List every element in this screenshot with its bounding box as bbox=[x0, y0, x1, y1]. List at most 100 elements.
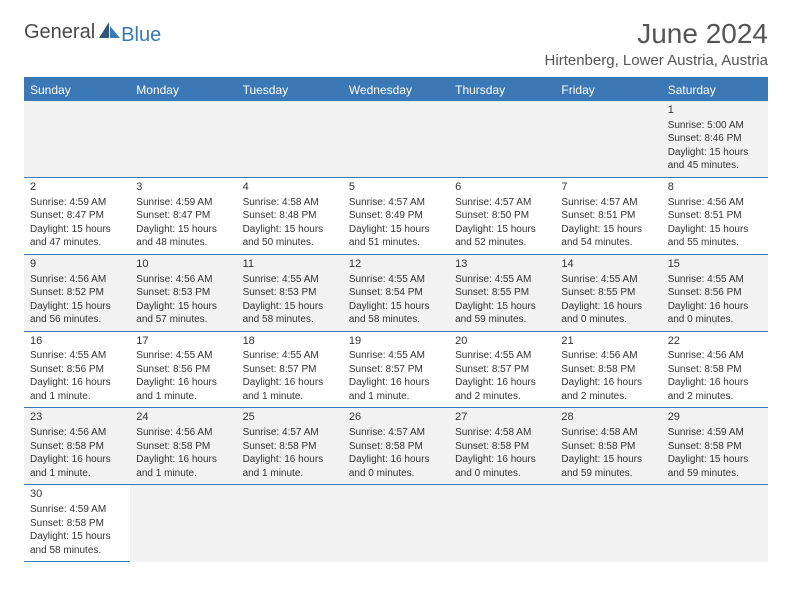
day-number: 1 bbox=[668, 103, 762, 118]
calendar-week-row: 23Sunrise: 4:56 AMSunset: 8:58 PMDayligh… bbox=[24, 408, 768, 485]
day-info-line: Sunset: 8:57 PM bbox=[349, 363, 443, 377]
calendar-day-cell: 14Sunrise: 4:55 AMSunset: 8:55 PMDayligh… bbox=[555, 254, 661, 331]
calendar-day-cell: 11Sunrise: 4:55 AMSunset: 8:53 PMDayligh… bbox=[237, 254, 343, 331]
day-info-line: Daylight: 15 hours and 51 minutes. bbox=[349, 223, 443, 250]
calendar-day-cell: 23Sunrise: 4:56 AMSunset: 8:58 PMDayligh… bbox=[24, 408, 130, 485]
day-info-line: Daylight: 15 hours and 56 minutes. bbox=[30, 300, 124, 327]
day-info-line: Daylight: 16 hours and 1 minute. bbox=[30, 453, 124, 480]
day-number: 19 bbox=[349, 334, 443, 349]
calendar-day-cell bbox=[449, 485, 555, 562]
day-header-row: Sunday Monday Tuesday Wednesday Thursday… bbox=[24, 78, 768, 101]
day-info-line: Daylight: 16 hours and 1 minute. bbox=[136, 453, 230, 480]
day-header: Saturday bbox=[662, 78, 768, 101]
day-info-line: Daylight: 16 hours and 0 minutes. bbox=[349, 453, 443, 480]
day-info-line: Sunset: 8:53 PM bbox=[136, 286, 230, 300]
day-info-line: Sunset: 8:58 PM bbox=[455, 440, 549, 454]
day-info-line: Sunrise: 4:55 AM bbox=[561, 273, 655, 287]
day-info-line: Daylight: 15 hours and 57 minutes. bbox=[136, 300, 230, 327]
day-info-line: Sunrise: 4:56 AM bbox=[136, 273, 230, 287]
day-info-line: Sunset: 8:57 PM bbox=[455, 363, 549, 377]
day-info-line: Daylight: 15 hours and 54 minutes. bbox=[561, 223, 655, 250]
calendar-day-cell bbox=[343, 485, 449, 562]
day-info-line: Sunrise: 4:57 AM bbox=[243, 426, 337, 440]
day-info-line: Sunrise: 4:59 AM bbox=[30, 503, 124, 517]
calendar-day-cell: 4Sunrise: 4:58 AMSunset: 8:48 PMDaylight… bbox=[237, 177, 343, 254]
day-info-line: Daylight: 15 hours and 52 minutes. bbox=[455, 223, 549, 250]
day-number: 17 bbox=[136, 334, 230, 349]
day-info-line: Sunset: 8:54 PM bbox=[349, 286, 443, 300]
day-info-line: Sunset: 8:58 PM bbox=[349, 440, 443, 454]
day-number: 28 bbox=[561, 410, 655, 425]
day-info-line: Sunrise: 4:55 AM bbox=[349, 349, 443, 363]
day-info-line: Sunset: 8:58 PM bbox=[668, 363, 762, 377]
day-info-line: Sunrise: 4:57 AM bbox=[561, 196, 655, 210]
day-header: Sunday bbox=[24, 78, 130, 101]
calendar-table: Sunday Monday Tuesday Wednesday Thursday… bbox=[24, 77, 768, 562]
day-info-line: Daylight: 15 hours and 50 minutes. bbox=[243, 223, 337, 250]
day-number: 22 bbox=[668, 334, 762, 349]
day-header: Wednesday bbox=[343, 78, 449, 101]
logo-text-general: General bbox=[24, 21, 95, 44]
day-info-line: Sunset: 8:51 PM bbox=[561, 209, 655, 223]
calendar-day-cell bbox=[237, 101, 343, 177]
day-number: 25 bbox=[243, 410, 337, 425]
calendar-day-cell: 27Sunrise: 4:58 AMSunset: 8:58 PMDayligh… bbox=[449, 408, 555, 485]
day-info-line: Sunset: 8:58 PM bbox=[243, 440, 337, 454]
day-info-line: Sunrise: 4:56 AM bbox=[30, 273, 124, 287]
day-info-line: Sunrise: 4:55 AM bbox=[349, 273, 443, 287]
day-info-line: Sunrise: 4:55 AM bbox=[668, 273, 762, 287]
calendar-day-cell bbox=[555, 485, 661, 562]
calendar-day-cell: 6Sunrise: 4:57 AMSunset: 8:50 PMDaylight… bbox=[449, 177, 555, 254]
day-info-line: Daylight: 15 hours and 47 minutes. bbox=[30, 223, 124, 250]
day-info-line: Sunrise: 4:56 AM bbox=[30, 426, 124, 440]
calendar-week-row: 1Sunrise: 5:00 AMSunset: 8:46 PMDaylight… bbox=[24, 101, 768, 177]
month-year: June 2024 bbox=[545, 18, 768, 50]
calendar-day-cell bbox=[555, 101, 661, 177]
day-info-line: Sunset: 8:56 PM bbox=[136, 363, 230, 377]
day-info-line: Daylight: 16 hours and 1 minute. bbox=[349, 376, 443, 403]
day-info-line: Sunrise: 4:58 AM bbox=[561, 426, 655, 440]
day-info-line: Daylight: 15 hours and 59 minutes. bbox=[561, 453, 655, 480]
day-info-line: Daylight: 16 hours and 2 minutes. bbox=[455, 376, 549, 403]
day-number: 7 bbox=[561, 180, 655, 195]
day-info-line: Sunset: 8:55 PM bbox=[455, 286, 549, 300]
day-info-line: Sunset: 8:51 PM bbox=[668, 209, 762, 223]
calendar-day-cell: 18Sunrise: 4:55 AMSunset: 8:57 PMDayligh… bbox=[237, 331, 343, 408]
calendar-day-cell: 19Sunrise: 4:55 AMSunset: 8:57 PMDayligh… bbox=[343, 331, 449, 408]
day-info-line: Sunrise: 4:58 AM bbox=[243, 196, 337, 210]
title-block: June 2024 Hirtenberg, Lower Austria, Aus… bbox=[545, 18, 768, 69]
day-number: 30 bbox=[30, 487, 124, 502]
day-number: 13 bbox=[455, 257, 549, 272]
day-header: Thursday bbox=[449, 78, 555, 101]
day-info-line: Daylight: 16 hours and 1 minute. bbox=[243, 376, 337, 403]
day-info-line: Sunrise: 4:57 AM bbox=[349, 426, 443, 440]
calendar-day-cell bbox=[662, 485, 768, 562]
calendar-day-cell: 20Sunrise: 4:55 AMSunset: 8:57 PMDayligh… bbox=[449, 331, 555, 408]
day-info-line: Sunset: 8:58 PM bbox=[30, 440, 124, 454]
day-info-line: Sunrise: 4:55 AM bbox=[243, 349, 337, 363]
day-info-line: Sunset: 8:52 PM bbox=[30, 286, 124, 300]
day-info-line: Daylight: 16 hours and 0 minutes. bbox=[561, 300, 655, 327]
day-info-line: Sunset: 8:47 PM bbox=[30, 209, 124, 223]
calendar-day-cell: 26Sunrise: 4:57 AMSunset: 8:58 PMDayligh… bbox=[343, 408, 449, 485]
calendar-day-cell: 9Sunrise: 4:56 AMSunset: 8:52 PMDaylight… bbox=[24, 254, 130, 331]
day-header: Monday bbox=[130, 78, 236, 101]
day-info-line: Sunset: 8:58 PM bbox=[561, 363, 655, 377]
day-number: 24 bbox=[136, 410, 230, 425]
calendar-week-row: 16Sunrise: 4:55 AMSunset: 8:56 PMDayligh… bbox=[24, 331, 768, 408]
day-info-line: Sunset: 8:57 PM bbox=[243, 363, 337, 377]
calendar-day-cell bbox=[343, 101, 449, 177]
day-info-line: Sunrise: 4:56 AM bbox=[561, 349, 655, 363]
day-info-line: Sunrise: 4:55 AM bbox=[455, 273, 549, 287]
logo-sail-icon bbox=[99, 20, 121, 45]
day-info-line: Daylight: 16 hours and 1 minute. bbox=[30, 376, 124, 403]
day-info-line: Sunrise: 4:55 AM bbox=[455, 349, 549, 363]
day-info-line: Sunset: 8:56 PM bbox=[30, 363, 124, 377]
calendar-day-cell: 28Sunrise: 4:58 AMSunset: 8:58 PMDayligh… bbox=[555, 408, 661, 485]
calendar-day-cell: 30Sunrise: 4:59 AMSunset: 8:58 PMDayligh… bbox=[24, 485, 130, 562]
day-number: 18 bbox=[243, 334, 337, 349]
day-number: 16 bbox=[30, 334, 124, 349]
day-info-line: Sunset: 8:56 PM bbox=[668, 286, 762, 300]
day-header: Tuesday bbox=[237, 78, 343, 101]
calendar-day-cell bbox=[237, 485, 343, 562]
